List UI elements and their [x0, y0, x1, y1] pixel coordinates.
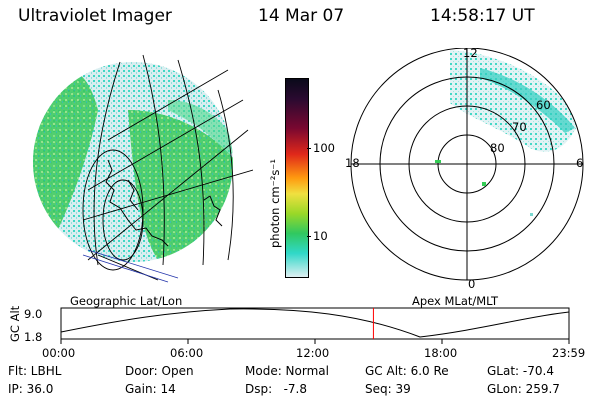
mlt-label-0: 0 — [468, 277, 476, 291]
time-tick-0600: 06:00 — [170, 346, 204, 360]
apex-caption: Apex MLat/MLT — [412, 294, 499, 308]
altitude-ytick-low: 1.8 — [24, 330, 43, 344]
altitude-curve — [60, 308, 570, 338]
info-door: Door: Open — [125, 364, 194, 378]
colorbar-tickmark — [307, 148, 311, 149]
time-label: 14:58:17 UT — [430, 6, 535, 26]
mlat-label-60: 60 — [536, 98, 551, 112]
date-label: 14 Mar 07 — [258, 6, 345, 26]
polar-plot — [350, 48, 584, 281]
colorbar-tick-10: 10 — [313, 229, 328, 243]
mlat-label-80: 80 — [490, 141, 505, 155]
info-ip: IP: 36.0 — [8, 382, 54, 396]
time-tick-2359: 23:59 — [552, 346, 586, 360]
colorbar — [285, 78, 309, 278]
time-tick-0000: 00:00 — [42, 346, 76, 360]
info-seq: Seq: 39 — [365, 382, 411, 396]
mlt-label-6: 6 — [576, 156, 584, 170]
colorbar-tick-100: 100 — [313, 141, 335, 155]
info-gain: Gain: 14 — [125, 382, 176, 396]
time-tick-1800: 18:00 — [424, 346, 458, 360]
info-glat: GLat: -70.4 — [487, 364, 554, 378]
info-mode: Mode: Normal — [245, 364, 329, 378]
mlt-label-18: 18 — [345, 156, 360, 170]
colorbar-label: photon cm⁻²s⁻¹ — [268, 159, 282, 248]
geographic-image — [33, 54, 253, 283]
altitude-ytick-high: 9.0 — [24, 307, 43, 321]
geographic-caption: Geographic Lat/Lon — [70, 294, 183, 308]
altitude-ylabel: GC Alt — [8, 305, 22, 342]
time-tick-1200: 12:00 — [296, 346, 330, 360]
mlat-label-70: 70 — [512, 120, 527, 134]
app-title: Ultraviolet Imager — [18, 6, 172, 26]
mlt-label-12: 12 — [463, 46, 478, 60]
altitude-plot — [60, 307, 570, 344]
info-gcalt: GC Alt: 6.0 Re — [365, 364, 449, 378]
info-flt: Flt: LBHL — [8, 364, 62, 378]
info-dsp: Dsp: -7.8 — [245, 382, 308, 396]
colorbar-tickmark — [307, 236, 311, 237]
info-glon: GLon: 259.7 — [487, 382, 560, 396]
